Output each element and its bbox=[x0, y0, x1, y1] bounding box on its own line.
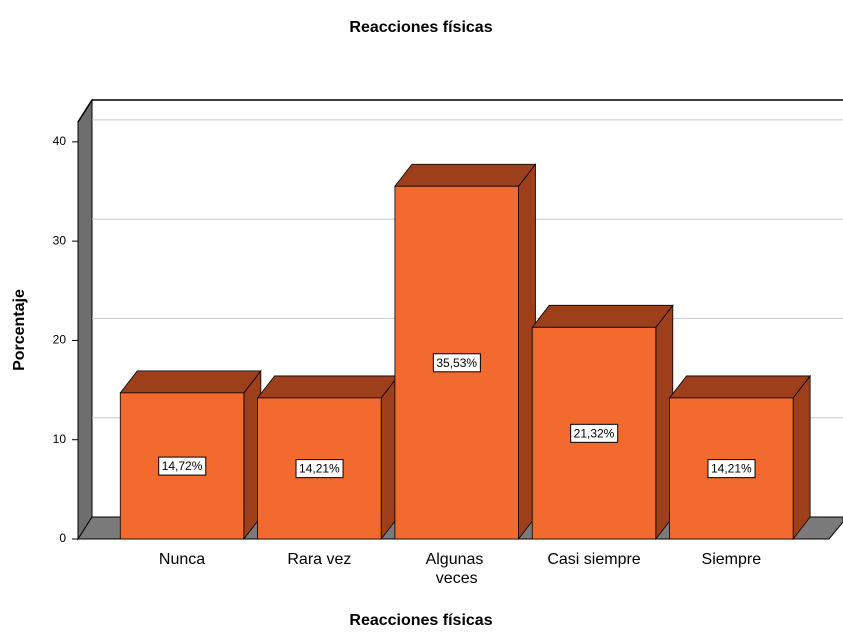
bar-group: 14,21% bbox=[256, 374, 399, 541]
bar-side bbox=[792, 374, 811, 541]
value-label-box bbox=[158, 456, 207, 476]
value-label: 14,21% bbox=[299, 462, 340, 476]
left-wall bbox=[77, 98, 93, 541]
x-tick-label: Nunca bbox=[159, 551, 205, 568]
x-tick-label: Rara vez bbox=[287, 551, 351, 568]
value-label-box bbox=[432, 353, 481, 373]
chart-title: Reacciones físicas bbox=[349, 19, 492, 36]
y-tick-label: 40 bbox=[53, 134, 67, 148]
x-tick-label: Siempre bbox=[702, 551, 762, 568]
y-tick-label: 30 bbox=[53, 233, 67, 247]
x-tick-label: Algunas veces bbox=[426, 551, 488, 587]
value-label-box bbox=[707, 459, 756, 479]
bar-group: 14,72% bbox=[119, 369, 262, 541]
bar-group: 21,32% bbox=[531, 304, 674, 541]
bar-group: 14,21% bbox=[668, 374, 811, 541]
value-label: 21,32% bbox=[574, 426, 615, 440]
y-tick-label: 0 bbox=[59, 531, 66, 545]
x-axis-title: Reacciones físicas bbox=[349, 612, 492, 629]
value-label-box bbox=[570, 423, 619, 443]
bar-top bbox=[531, 304, 674, 328]
value-label: 14,21% bbox=[711, 462, 752, 476]
bar-top bbox=[119, 370, 262, 394]
bar-group: 35,53% bbox=[394, 163, 537, 541]
y-axis-title: Porcentaje bbox=[11, 289, 28, 371]
bar-top bbox=[394, 163, 537, 187]
value-label: 14,72% bbox=[162, 459, 203, 473]
value-label-box bbox=[295, 459, 344, 479]
y-tick-label: 20 bbox=[53, 333, 67, 347]
value-label: 35,53% bbox=[436, 356, 477, 370]
x-tick-label: Casi siempre bbox=[547, 551, 640, 568]
y-tick-label: 10 bbox=[53, 432, 67, 446]
plot-frame bbox=[77, 99, 93, 123]
bar-top bbox=[668, 375, 811, 399]
bar-top bbox=[256, 375, 399, 399]
